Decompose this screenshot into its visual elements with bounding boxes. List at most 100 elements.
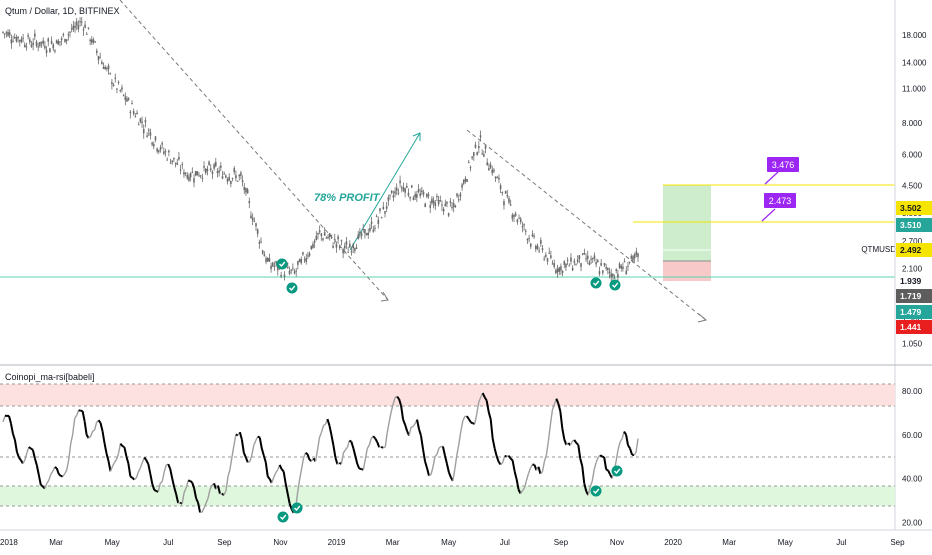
- candle-body: [150, 132, 152, 135]
- loss-zone[interactable]: [663, 261, 711, 281]
- price-badge[interactable]: 1.719: [896, 289, 932, 303]
- price-tick-label: 1.050: [902, 340, 923, 349]
- rsi-segment: [596, 457, 598, 462]
- candle-body: [230, 181, 232, 184]
- rsi-segment: [91, 431, 93, 436]
- price-badge[interactable]: 1.479: [896, 305, 932, 319]
- candle-body: [379, 208, 381, 211]
- target-callout-upper[interactable]: 3.476: [765, 157, 799, 184]
- candle-body: [101, 62, 103, 64]
- candle-body: [116, 89, 118, 90]
- rsi-segment: [570, 441, 572, 445]
- rsi-pane[interactable]: Coinopi_ma-rsi[babeli]: [0, 372, 895, 523]
- price-badge[interactable]: 3.502: [896, 201, 932, 215]
- price-pane[interactable]: 78% PROFIT 3.476 2.473 QTMUSD Qtum / Dol…: [0, 0, 896, 322]
- rsi-segment: [491, 419, 493, 438]
- candle-body: [612, 274, 614, 277]
- price-badge[interactable]: 1.441: [896, 320, 932, 334]
- candle-body: [165, 151, 167, 152]
- rsi-segment: [343, 450, 345, 453]
- candle-body: [31, 45, 33, 47]
- rsi-segment: [162, 472, 164, 482]
- candle-body: [114, 78, 116, 79]
- candle-body: [470, 167, 472, 168]
- candle-body: [218, 171, 220, 173]
- rsi-segment: [31, 449, 33, 450]
- candle-body: [193, 178, 195, 182]
- rsi-segment: [327, 419, 329, 425]
- rsi-segment: [95, 423, 97, 431]
- rsi-segment: [463, 416, 465, 421]
- candle-body: [187, 175, 189, 179]
- candle-body: [389, 195, 391, 196]
- candle-body: [361, 233, 363, 236]
- price-badge[interactable]: 1.939: [896, 274, 932, 288]
- time-tick-label: Nov: [273, 538, 287, 547]
- candle-body: [563, 261, 565, 265]
- price-badge[interactable]: 3.510: [896, 218, 932, 232]
- candle-body: [171, 160, 173, 162]
- candle-body: [69, 32, 71, 33]
- rsi-segment: [276, 470, 278, 473]
- rsi-segment: [323, 424, 325, 425]
- candle-body: [52, 44, 54, 48]
- rsi-segment: [77, 410, 79, 415]
- rsi-segment: [427, 468, 429, 476]
- target-callout-lower[interactable]: 2.473: [762, 193, 796, 221]
- rsi-segment: [65, 470, 67, 474]
- candle-body: [195, 171, 197, 175]
- candle-body: [29, 39, 31, 42]
- candle-body: [250, 216, 252, 219]
- candle-body: [592, 258, 594, 259]
- rsi-segment: [347, 441, 349, 448]
- candle-body: [434, 202, 436, 205]
- candle-body: [98, 56, 100, 60]
- rsi-segment: [116, 454, 118, 460]
- candle-body: [143, 129, 145, 133]
- rsi-segment: [109, 461, 111, 471]
- candle-body: [496, 177, 498, 178]
- candle-body: [366, 233, 368, 235]
- rsi-tick-label: 80.00: [902, 387, 923, 396]
- candle-body: [17, 37, 19, 38]
- rsi-segment: [574, 440, 576, 443]
- price-badge[interactable]: 2.492: [896, 243, 932, 257]
- candle-body: [443, 209, 445, 212]
- rsi-segment: [616, 450, 618, 462]
- price-candles[interactable]: [2, 17, 639, 283]
- candle-body: [342, 249, 344, 253]
- candle-body: [123, 95, 125, 96]
- candle-body: [393, 195, 395, 197]
- rsi-segment: [600, 455, 602, 456]
- rsi-segment: [636, 439, 638, 453]
- candle-body: [555, 270, 557, 273]
- candle-body: [553, 263, 555, 267]
- candle-body: [299, 259, 301, 262]
- candle-body: [51, 41, 53, 44]
- candle-body: [155, 136, 157, 140]
- candle-body: [24, 45, 26, 47]
- candle-body: [458, 199, 460, 200]
- rsi-segment: [17, 452, 19, 458]
- candle-body: [401, 187, 403, 188]
- chart-title[interactable]: Qtum / Dollar, 1D, BITFINEX: [5, 6, 120, 16]
- candle-body: [260, 241, 262, 242]
- candle-body: [170, 163, 172, 164]
- candle-body: [411, 185, 413, 187]
- candle-body: [463, 180, 465, 184]
- candle-body: [312, 244, 314, 248]
- profit-label: 78% PROFIT: [314, 192, 381, 204]
- rsi-segment: [335, 458, 337, 465]
- candle-body: [505, 191, 507, 194]
- candle-body: [404, 188, 406, 192]
- indicator-title[interactable]: Coinopi_ma-rsi[babeli]: [5, 372, 95, 382]
- candle-body: [498, 178, 500, 180]
- rsi-segment: [529, 468, 531, 474]
- candle-body: [572, 268, 574, 271]
- candle-body: [269, 258, 271, 262]
- candle-body: [391, 191, 393, 193]
